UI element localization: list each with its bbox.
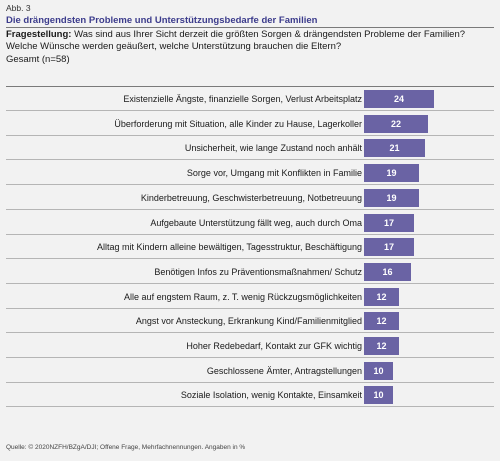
row-divider — [6, 159, 494, 161]
chart-row: Unsicherheit, wie lange Zustand noch anh… — [6, 136, 494, 161]
row-divider — [6, 282, 494, 284]
value-label: 10 — [373, 390, 384, 401]
row-divider — [6, 208, 494, 210]
category-label: Alltag mit Kindern alleine bewältigen, T… — [97, 242, 362, 253]
chart-row: Angst vor Ansteckung, Erkrankung Kind/Fa… — [6, 309, 494, 334]
chart-row: Kinderbetreuung, Geschwisterbetreuung, N… — [6, 186, 494, 210]
bar — [364, 361, 393, 380]
row-divider — [6, 307, 494, 309]
category-label: Unsicherheit, wie lange Zustand noch anh… — [184, 143, 362, 154]
category-label: Sorge vor, Umgang mit Konflikten in Fami… — [186, 168, 362, 179]
bar — [364, 337, 399, 355]
value-label: 21 — [389, 143, 400, 154]
chart-row: Hoher Redebedarf, Kontakt zur GFK wichti… — [6, 334, 494, 358]
value-label: 19 — [386, 168, 397, 179]
value-label: 24 — [393, 94, 404, 104]
question-text: Was sind aus Ihrer Sicht derzeit die grö… — [6, 29, 466, 52]
chart-row: Sorge vor, Umgang mit Konflikten in Fami… — [6, 161, 494, 186]
figure-label: Abb. 3 — [6, 3, 31, 13]
row-divider — [6, 110, 494, 111]
row-divider — [6, 357, 494, 358]
bar — [364, 164, 419, 183]
title-divider — [6, 27, 494, 28]
bar — [364, 188, 419, 207]
value-label: 12 — [376, 291, 387, 302]
question-label: Fragestellung: — [6, 29, 72, 40]
value-label: 12 — [376, 341, 387, 351]
category-label: Alle auf engstem Raum, z. T. wenig Rückz… — [124, 291, 362, 302]
row-divider — [6, 406, 494, 408]
row-divider — [6, 258, 494, 260]
category-label: Kinderbetreuung, Geschwisterbetreuung, N… — [140, 192, 362, 203]
bar — [364, 90, 434, 108]
chart-row: Existenzielle Ängste, finanzielle Sorgen… — [6, 87, 494, 111]
bar — [364, 139, 425, 158]
row-divider — [6, 332, 494, 334]
category-label: Benötigen Infos zu Präventionsmaßnahmen/… — [154, 266, 362, 277]
category-label: Hoher Redebedarf, Kontakt zur GFK wichti… — [186, 341, 362, 351]
category-label: Soziale Isolation, wenig Kontakte, Einsa… — [180, 390, 362, 401]
value-label: 16 — [382, 266, 393, 277]
row-divider — [6, 233, 494, 235]
chart-row: Soziale Isolation, wenig Kontakte, Einsa… — [6, 383, 494, 408]
category-label: Aufgebaute Unterstützung fällt weg, auch… — [150, 217, 362, 228]
bar — [364, 238, 414, 257]
value-label: 10 — [373, 365, 384, 376]
chart-row: Überforderung mit Situation, alle Kinder… — [6, 112, 494, 136]
sample-size: Gesamt (n=58) — [6, 54, 70, 65]
bar — [364, 386, 393, 405]
value-label: 19 — [386, 192, 397, 203]
chart-row: Benötigen Infos zu Präventionsmaßnahmen/… — [6, 260, 494, 284]
chart-row: Alle auf engstem Raum, z. T. wenig Rückz… — [6, 285, 494, 309]
value-label: 12 — [376, 316, 387, 327]
bar — [364, 213, 414, 232]
row-divider — [6, 184, 494, 186]
chart-row: Geschlossene Ämter, Antragstellungen 10 — [6, 359, 494, 383]
value-label: 17 — [383, 242, 394, 253]
bar-chart: Existenzielle Ängste, finanzielle Sorgen… — [6, 87, 494, 409]
bar — [364, 262, 411, 281]
value-label: 17 — [383, 217, 394, 228]
category-label: Angst vor Ansteckung, Erkrankung Kind/Fa… — [135, 316, 362, 327]
row-divider — [6, 134, 494, 136]
category-label: Geschlossene Ämter, Antragstellungen — [206, 365, 362, 376]
category-label: Existenzielle Ängste, finanzielle Sorgen… — [123, 94, 362, 104]
chart-title: Die drängendsten Probleme und Unterstütz… — [6, 15, 318, 26]
value-label: 22 — [390, 118, 401, 129]
source-note: Quelle: © 2020NZFH/BZgA/DJI; Offene Frag… — [6, 444, 246, 451]
bar — [364, 312, 399, 331]
bar — [364, 114, 428, 133]
bar — [364, 287, 399, 306]
chart-row: Alltag mit Kindern alleine bewältigen, T… — [6, 235, 494, 260]
chart-row: Aufgebaute Unterstützung fällt weg, auch… — [6, 211, 494, 235]
question-block: Fragestellung: Was sind aus Ihrer Sicht … — [6, 29, 494, 53]
category-label: Überforderung mit Situation, alle Kinder… — [114, 118, 362, 129]
row-divider — [6, 381, 494, 383]
chart-top-divider — [6, 86, 494, 87]
